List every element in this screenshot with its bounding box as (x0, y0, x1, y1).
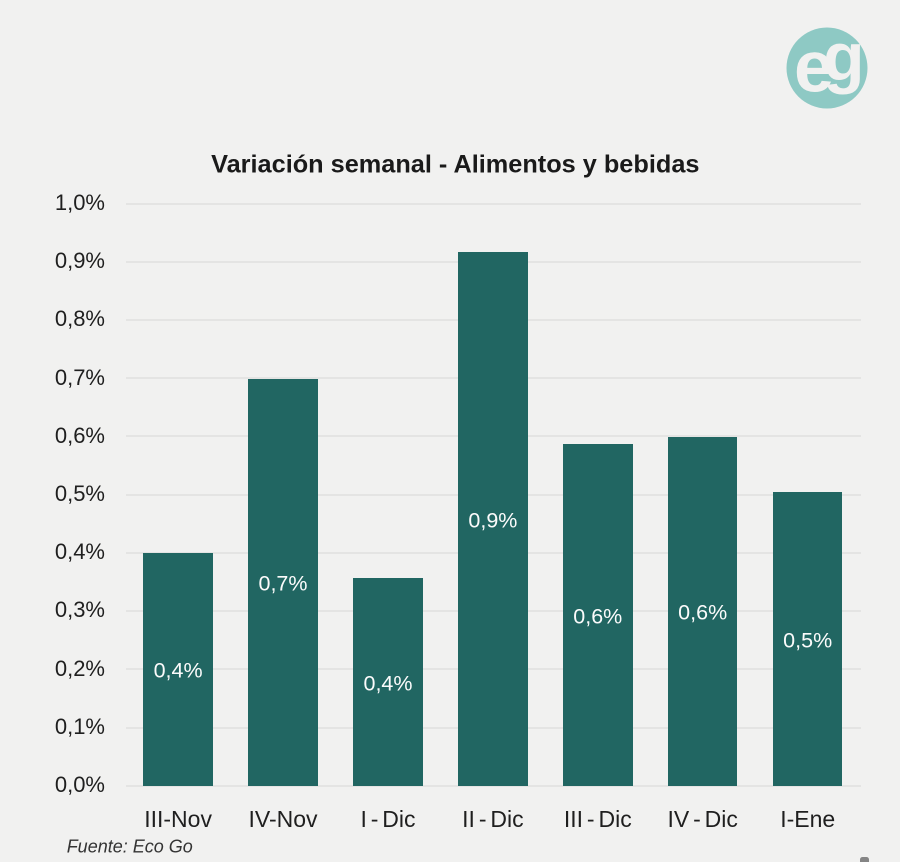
svg-text:g: g (823, 27, 865, 95)
svg-text:e: e (794, 28, 834, 108)
